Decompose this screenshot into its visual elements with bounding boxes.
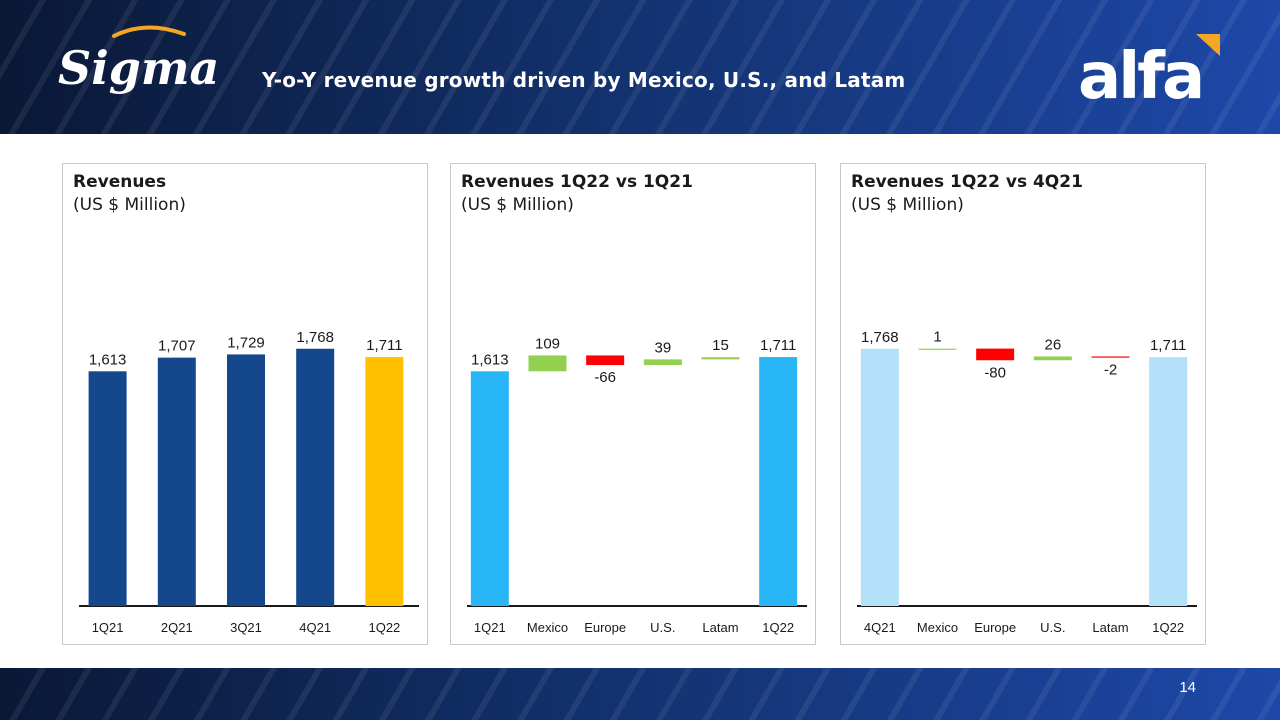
chart-panel-1q22-vs-1q21: Revenues 1Q22 vs 1Q21 (US $ Million) 1,6… [450,163,816,645]
category-label: 4Q21 [864,620,896,635]
category-label: 2Q21 [161,620,193,635]
bar-europe [586,355,625,366]
data-label: 15 [712,337,729,354]
waterfall-chart-4q21: 1,768 4Q21 1 Mexico -80 Europe 26 U.S. -2 Latam 1,… [857,329,1197,635]
bar-2q21 [157,357,196,606]
data-label: 1,711 [1150,337,1186,354]
bar-latam [1091,356,1130,358]
category-label: Europe [974,620,1016,635]
bar-us [1033,356,1072,361]
panel-title: Revenues 1Q22 vs 1Q21 [461,172,693,192]
category-label: U.S. [650,620,675,635]
waterfall-chart-1q21: 1,613 1Q21 109 Mexico -66 Europe 39 U.S. 15 Latam… [467,335,807,635]
category-label: 1Q22 [762,620,794,635]
bar-1q21 [88,371,127,606]
page-number: 14 [1179,679,1196,696]
bar-1q22 [1149,357,1188,606]
bar-4q21 [860,348,899,606]
data-label: 1,768 [861,329,899,346]
category-label: Mexico [917,620,958,635]
data-label: 1,613 [89,351,127,368]
bar-1q21 [470,371,509,606]
sigma-logo: Sigma [58,25,219,95]
panel-subtitle: (US $ Million) [73,195,186,215]
category-label: Europe [584,620,626,635]
panel-subtitle: (US $ Million) [461,195,574,215]
category-label: Mexico [527,620,568,635]
bar-4q21 [296,348,335,606]
data-label: 1,729 [227,334,265,351]
chart-panel-revenues: Revenues (US $ Million) 1,613 1Q21 1,707 2Q… [62,163,428,645]
data-label: 1,613 [471,351,509,368]
alfa-logo: alfa [1078,34,1220,110]
bar-3q21 [227,354,265,606]
svg-text:alfa: alfa [1078,40,1202,110]
bar-mexico [918,348,957,350]
svg-text:Sigma: Sigma [58,41,219,95]
data-label: 1,711 [366,337,402,354]
data-label: -66 [594,369,616,386]
chart-panel-1q22-vs-4q21: Revenues 1Q22 vs 4Q21 (US $ Million) 1,7… [840,163,1206,645]
category-label: Latam [702,620,738,635]
data-label: 1,768 [296,329,334,346]
footer-banner [0,668,1280,720]
bar-us [643,359,682,366]
category-label: 1Q22 [1152,620,1184,635]
category-label: U.S. [1040,620,1065,635]
bar-mexico [528,355,567,372]
data-label: -2 [1104,362,1117,379]
bar-latam [701,357,740,360]
bar-1q22 [365,357,404,606]
panel-title: Revenues [73,172,167,192]
category-label: Latam [1092,620,1128,635]
data-label: 26 [1044,336,1061,353]
data-label: 109 [535,335,560,352]
data-label: 39 [654,339,671,356]
panel-subtitle: (US $ Million) [851,195,964,215]
category-label: 3Q21 [230,620,262,635]
data-label: 1,711 [760,337,796,354]
revenues-chart: 1,613 1Q21 1,707 2Q21 1,729 3Q21 1,768 4Q21 1,71… [79,329,419,635]
header-banner: Sigma Y-o-Y revenue growth driven by Mex… [0,0,1280,134]
category-label: 1Q21 [92,620,124,635]
panel-title: Revenues 1Q22 vs 4Q21 [851,172,1083,192]
data-label: 1 [933,329,941,346]
category-label: 4Q21 [299,620,331,635]
category-label: 1Q22 [368,620,400,635]
bar-europe [976,348,1015,361]
data-label: 1,707 [158,338,196,355]
category-label: 1Q21 [474,620,506,635]
slide-title: Y-o-Y revenue growth driven by Mexico, U… [262,68,906,92]
data-label: -80 [984,364,1006,381]
bar-1q22 [759,357,798,606]
